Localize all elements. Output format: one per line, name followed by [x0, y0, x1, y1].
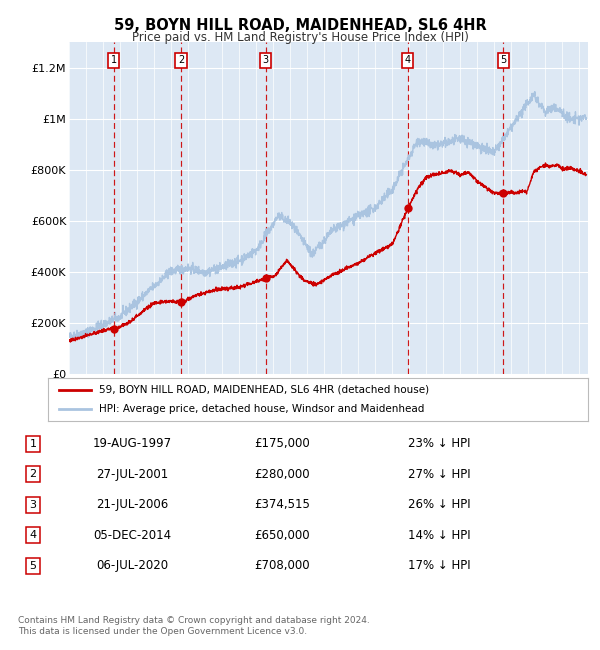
Text: 59, BOYN HILL ROAD, MAIDENHEAD, SL6 4HR (detached house): 59, BOYN HILL ROAD, MAIDENHEAD, SL6 4HR … [100, 385, 430, 395]
Text: 17% ↓ HPI: 17% ↓ HPI [408, 559, 470, 573]
Text: £175,000: £175,000 [254, 437, 310, 450]
Text: 3: 3 [262, 55, 269, 65]
Text: 4: 4 [405, 55, 411, 65]
Text: 19-AUG-1997: 19-AUG-1997 [92, 437, 172, 450]
Text: £374,515: £374,515 [254, 499, 310, 511]
Text: 1: 1 [29, 439, 37, 448]
Text: 06-JUL-2020: 06-JUL-2020 [96, 559, 168, 573]
Text: 21-JUL-2006: 21-JUL-2006 [96, 499, 168, 511]
Text: £280,000: £280,000 [254, 468, 310, 481]
Text: 14% ↓ HPI: 14% ↓ HPI [408, 529, 470, 542]
Text: 27% ↓ HPI: 27% ↓ HPI [408, 468, 470, 481]
Text: 23% ↓ HPI: 23% ↓ HPI [408, 437, 470, 450]
Text: HPI: Average price, detached house, Windsor and Maidenhead: HPI: Average price, detached house, Wind… [100, 404, 425, 414]
Text: 3: 3 [29, 500, 37, 510]
Text: Price paid vs. HM Land Registry's House Price Index (HPI): Price paid vs. HM Land Registry's House … [131, 31, 469, 44]
Text: 1: 1 [111, 55, 117, 65]
Text: £650,000: £650,000 [254, 529, 310, 542]
Text: 5: 5 [500, 55, 506, 65]
Text: 2: 2 [178, 55, 184, 65]
Text: 4: 4 [29, 530, 37, 540]
Text: 26% ↓ HPI: 26% ↓ HPI [408, 499, 470, 511]
Text: 5: 5 [29, 561, 37, 571]
Text: 59, BOYN HILL ROAD, MAIDENHEAD, SL6 4HR: 59, BOYN HILL ROAD, MAIDENHEAD, SL6 4HR [113, 18, 487, 33]
Text: 27-JUL-2001: 27-JUL-2001 [96, 468, 168, 481]
Text: 05-DEC-2014: 05-DEC-2014 [93, 529, 171, 542]
Text: £708,000: £708,000 [254, 559, 310, 573]
Text: 2: 2 [29, 469, 37, 479]
Text: Contains HM Land Registry data © Crown copyright and database right 2024.
This d: Contains HM Land Registry data © Crown c… [18, 616, 370, 636]
